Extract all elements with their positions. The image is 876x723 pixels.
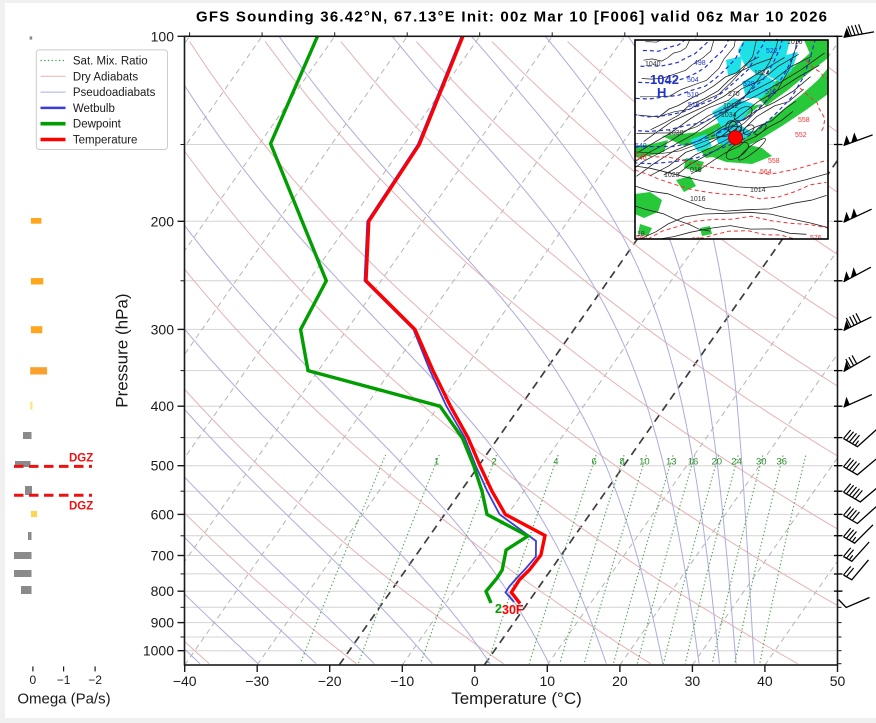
svg-text:100: 100 [151, 28, 175, 44]
svg-text:10: 10 [540, 673, 556, 689]
svg-text:1040: 1040 [645, 61, 661, 68]
svg-text:516: 516 [688, 102, 700, 109]
svg-text:Pseudoadiabats: Pseudoadiabats [73, 87, 156, 99]
svg-text:Wetbulb: Wetbulb [73, 103, 115, 115]
svg-text:1014: 1014 [750, 187, 766, 194]
svg-text:1012: 1012 [723, 103, 739, 110]
svg-text:Temperature (°C): Temperature (°C) [451, 689, 582, 708]
svg-text:510: 510 [765, 89, 777, 96]
svg-text:20: 20 [612, 673, 628, 689]
svg-text:50: 50 [830, 673, 846, 689]
svg-text:1020: 1020 [664, 172, 680, 179]
svg-text:500: 500 [151, 458, 175, 474]
svg-text:1024: 1024 [754, 70, 770, 77]
svg-text:30: 30 [756, 457, 767, 468]
svg-text:504: 504 [687, 77, 699, 84]
svg-text:4: 4 [553, 457, 558, 468]
svg-text:800: 800 [151, 583, 175, 599]
svg-text:16: 16 [688, 457, 699, 468]
svg-text:2: 2 [495, 602, 502, 616]
svg-text:Dewpoint: Dewpoint [73, 119, 122, 131]
svg-text:36: 36 [776, 457, 787, 468]
svg-text:30F: 30F [502, 603, 524, 617]
svg-text:552: 552 [795, 132, 807, 139]
svg-text:540: 540 [635, 143, 647, 150]
svg-text:498: 498 [694, 60, 706, 67]
svg-text:570: 570 [692, 237, 704, 244]
svg-text:Pressure (hPa): Pressure (hPa) [113, 293, 132, 407]
svg-text:1038: 1038 [668, 130, 684, 137]
svg-text:Omega (Pa/s): Omega (Pa/s) [17, 691, 110, 708]
svg-text:1042: 1042 [650, 72, 679, 87]
svg-text:546: 546 [635, 155, 647, 162]
svg-text:−30: −30 [245, 673, 269, 689]
svg-text:8: 8 [619, 457, 624, 468]
svg-text:600: 600 [151, 506, 175, 522]
svg-text:−40: −40 [173, 673, 197, 689]
svg-text:558: 558 [768, 158, 780, 165]
svg-text:13: 13 [666, 457, 677, 468]
svg-text:900: 900 [151, 615, 175, 631]
svg-text:0: 0 [471, 673, 479, 689]
svg-text:0: 0 [30, 673, 37, 687]
svg-text:−10: −10 [390, 673, 414, 689]
svg-text:−1: −1 [57, 673, 71, 687]
svg-text:528: 528 [743, 81, 755, 88]
svg-text:30: 30 [685, 673, 701, 689]
svg-text:1016: 1016 [690, 196, 706, 203]
svg-text:10: 10 [639, 457, 650, 468]
svg-text:18: 18 [637, 231, 645, 238]
svg-text:576: 576 [810, 235, 822, 242]
svg-text:564: 564 [636, 235, 648, 242]
svg-text:6: 6 [591, 457, 596, 468]
svg-text:270: 270 [728, 91, 740, 98]
svg-text:1034: 1034 [721, 112, 737, 119]
svg-text:016: 016 [690, 167, 702, 174]
svg-text:20: 20 [712, 457, 723, 468]
svg-text:558: 558 [798, 117, 810, 124]
svg-text:2: 2 [492, 457, 497, 468]
svg-text:510: 510 [687, 92, 699, 99]
svg-text:522: 522 [766, 48, 778, 55]
svg-text:1: 1 [434, 457, 439, 468]
svg-text:40: 40 [757, 673, 773, 689]
svg-text:Dry Adiabats: Dry Adiabats [73, 71, 138, 83]
svg-text:Temperature: Temperature [73, 135, 138, 147]
svg-text:−20: −20 [318, 673, 342, 689]
svg-text:200: 200 [151, 213, 175, 229]
svg-text:1016: 1016 [787, 39, 803, 46]
svg-text:300: 300 [151, 321, 175, 337]
svg-text:564: 564 [760, 169, 772, 176]
svg-text:DGZ: DGZ [69, 453, 93, 465]
svg-text:Sat. Mix. Ratio: Sat. Mix. Ratio [73, 56, 148, 68]
svg-text:24: 24 [731, 457, 742, 468]
svg-text:400: 400 [151, 398, 175, 414]
svg-text:DGZ: DGZ [69, 501, 93, 513]
svg-text:−2: −2 [88, 673, 102, 687]
svg-text:700: 700 [151, 548, 175, 564]
svg-text:H: H [657, 85, 666, 100]
svg-text:1000: 1000 [143, 643, 174, 659]
svg-text:GFS Sounding 36.42°N, 67.13°E: GFS Sounding 36.42°N, 67.13°E Init: 00z … [196, 9, 827, 26]
